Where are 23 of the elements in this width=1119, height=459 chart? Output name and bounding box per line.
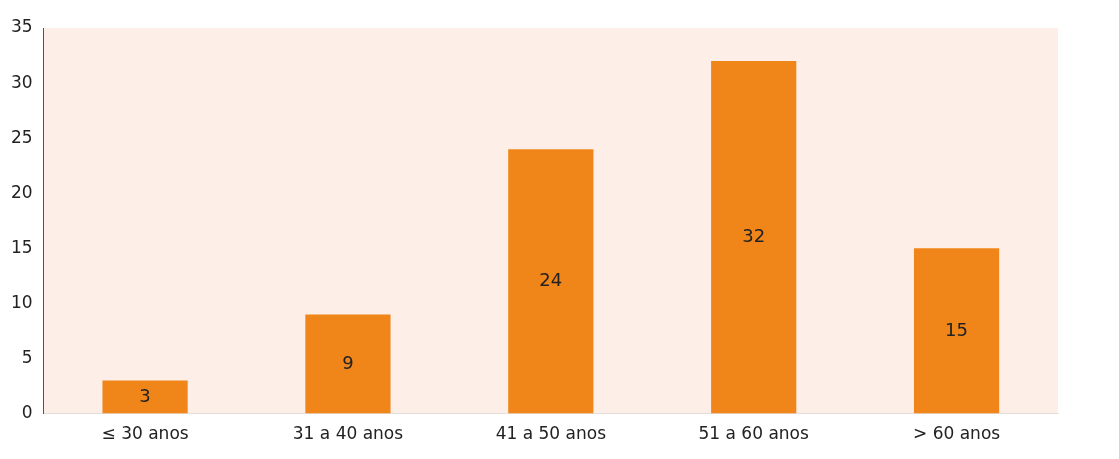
data-label: 9 (342, 351, 354, 373)
y-tick-label: 15 (10, 236, 33, 257)
x-tick-label: 31 a 40 anos (292, 423, 404, 444)
y-tick-label: 0 (21, 402, 33, 423)
y-tick-label: 20 (10, 181, 33, 202)
bar (508, 149, 594, 414)
y-tick-label: 10 (10, 291, 33, 312)
y-tick-label: 35 (10, 16, 33, 37)
y-tick-label: 5 (21, 346, 33, 367)
y-tick-label: 25 (10, 126, 33, 147)
data-label: 15 (945, 318, 969, 340)
bar (305, 314, 391, 414)
bar (102, 380, 188, 414)
bar (711, 61, 797, 414)
x-tick-label: > 60 anos (912, 423, 1001, 444)
x-tick-label: ≤ 30 anos (101, 423, 189, 444)
x-tick-label: 51 a 60 anos (698, 423, 809, 444)
y-tick-label: 30 (10, 71, 33, 92)
x-tick-label: 41 a 50 anos (495, 423, 607, 444)
data-label: 24 (539, 269, 563, 291)
data-label: 3 (139, 384, 151, 406)
data-label: 32 (742, 225, 766, 246)
bar (913, 248, 1000, 414)
